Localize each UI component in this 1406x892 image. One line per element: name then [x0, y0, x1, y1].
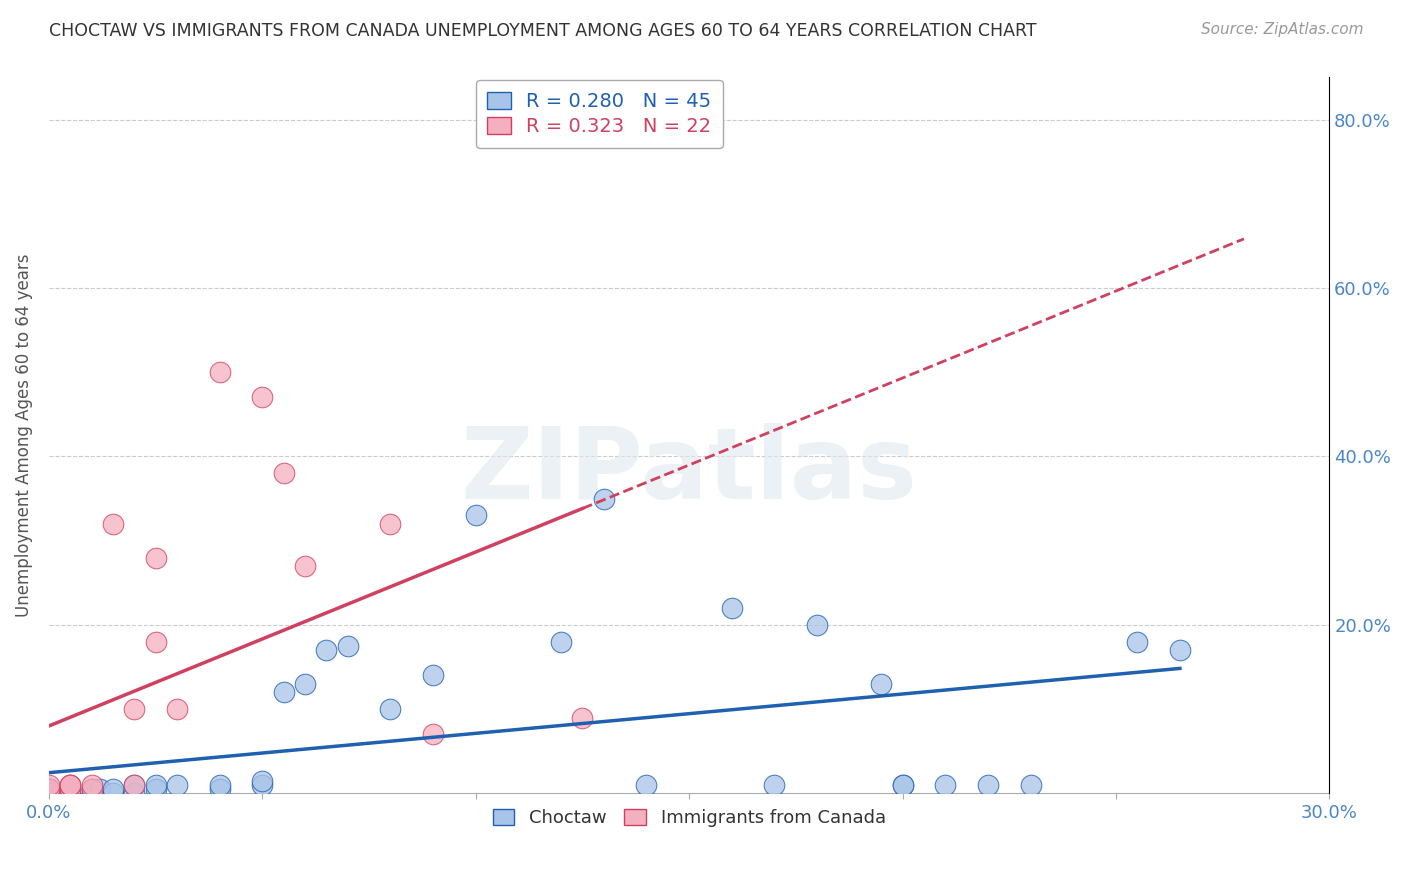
Point — [59, 778, 82, 792]
Point — [38, 786, 60, 800]
Point — [720, 601, 742, 615]
Point — [891, 778, 914, 792]
Point — [145, 550, 167, 565]
Point — [80, 782, 103, 797]
Point — [38, 786, 60, 800]
Point — [208, 782, 231, 797]
Point — [891, 778, 914, 792]
Point — [1019, 778, 1042, 792]
Point — [38, 778, 60, 792]
Point — [38, 782, 60, 797]
Point — [38, 786, 60, 800]
Point — [315, 643, 337, 657]
Point — [59, 782, 82, 797]
Point — [336, 639, 359, 653]
Point — [59, 778, 82, 792]
Point — [380, 702, 402, 716]
Point — [124, 786, 146, 800]
Point — [380, 516, 402, 531]
Point — [252, 773, 274, 788]
Point — [273, 685, 295, 699]
Legend: Choctaw, Immigrants from Canada: Choctaw, Immigrants from Canada — [485, 802, 893, 834]
Point — [145, 782, 167, 797]
Point — [38, 786, 60, 800]
Point — [59, 778, 82, 792]
Point — [80, 778, 103, 792]
Point — [1168, 643, 1191, 657]
Point — [166, 702, 188, 716]
Point — [101, 782, 124, 797]
Point — [80, 782, 103, 797]
Y-axis label: Unemployment Among Ages 60 to 64 years: Unemployment Among Ages 60 to 64 years — [15, 253, 32, 617]
Point — [592, 491, 614, 506]
Point — [977, 778, 1000, 792]
Point — [763, 778, 786, 792]
Point — [273, 467, 295, 481]
Point — [550, 634, 572, 648]
Point — [145, 634, 167, 648]
Point — [464, 508, 486, 523]
Point — [422, 727, 444, 741]
Point — [89, 782, 111, 797]
Point — [294, 677, 316, 691]
Point — [145, 778, 167, 792]
Point — [59, 782, 82, 797]
Point — [124, 778, 146, 792]
Point — [571, 710, 593, 724]
Point — [166, 778, 188, 792]
Point — [38, 786, 60, 800]
Point — [252, 391, 274, 405]
Point — [80, 786, 103, 800]
Point — [1126, 634, 1149, 648]
Point — [38, 782, 60, 797]
Text: ZIPatlas: ZIPatlas — [461, 423, 918, 520]
Point — [806, 618, 828, 632]
Point — [38, 782, 60, 797]
Text: Source: ZipAtlas.com: Source: ZipAtlas.com — [1201, 22, 1364, 37]
Point — [934, 778, 956, 792]
Point — [59, 786, 82, 800]
Text: CHOCTAW VS IMMIGRANTS FROM CANADA UNEMPLOYMENT AMONG AGES 60 TO 64 YEARS CORRELA: CHOCTAW VS IMMIGRANTS FROM CANADA UNEMPL… — [49, 22, 1036, 40]
Point — [870, 677, 893, 691]
Point — [422, 668, 444, 682]
Point — [294, 558, 316, 573]
Point — [101, 786, 124, 800]
Point — [208, 365, 231, 379]
Point — [38, 786, 60, 800]
Point — [252, 778, 274, 792]
Point — [124, 778, 146, 792]
Point — [101, 516, 124, 531]
Point — [636, 778, 658, 792]
Point — [38, 786, 60, 800]
Point — [124, 702, 146, 716]
Point — [208, 778, 231, 792]
